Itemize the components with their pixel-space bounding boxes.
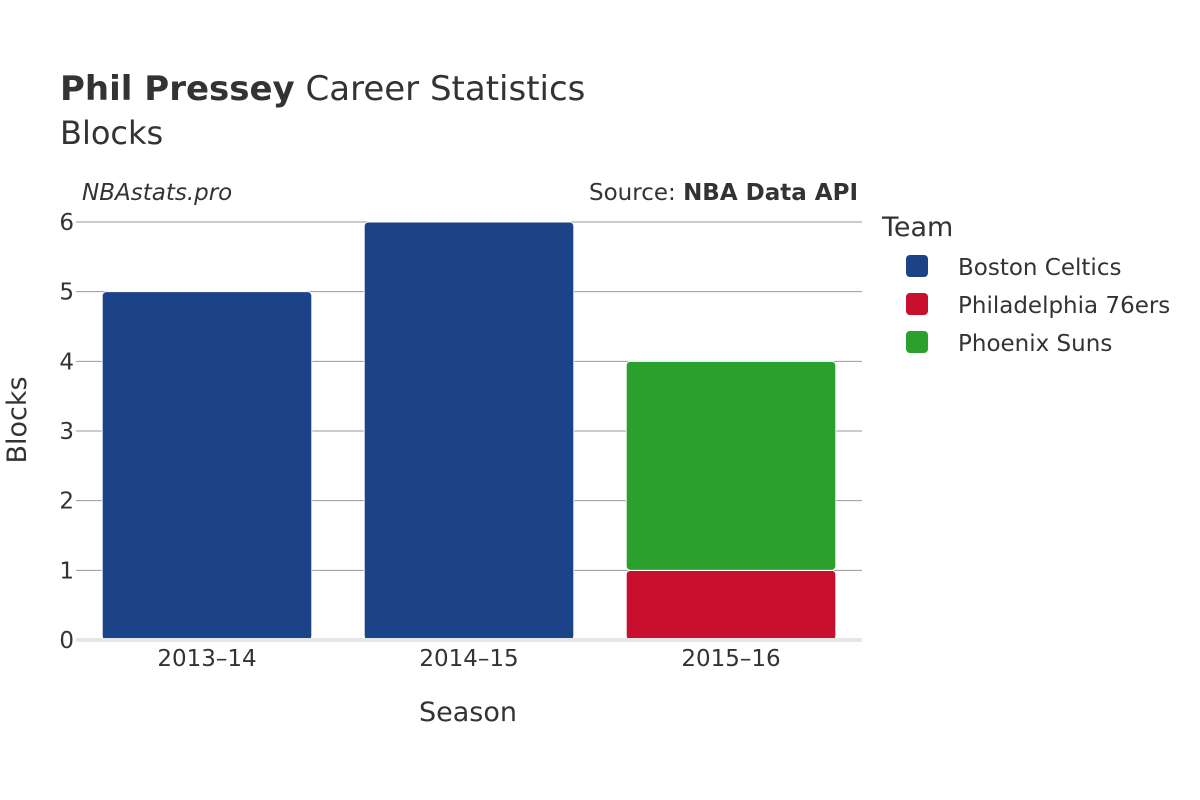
legend-swatch[interactable]	[906, 255, 928, 277]
y-tick-label: 0	[59, 628, 74, 654]
legend-item-label[interactable]: Boston Celtics	[958, 255, 1121, 281]
x-tick-label: 2013–14	[157, 646, 256, 672]
legend: Boston Celtics Philadelphia 76ers Phoenix …	[906, 255, 1170, 357]
y-tick-label: 4	[59, 349, 74, 375]
source-credit: Source: NBA Data API	[589, 180, 858, 206]
chart-title-player: Phil Pressey	[60, 69, 295, 109]
bar-philadelphia-76ers-2[interactable]	[625, 569, 837, 641]
source-prefix: Source:	[589, 180, 683, 206]
legend-swatch[interactable]	[906, 293, 928, 315]
y-tick-label: 5	[59, 280, 74, 306]
bar-phoenix-suns-2[interactable]	[625, 360, 837, 571]
chart-subtitle: Blocks	[60, 114, 163, 152]
legend-title: Team	[881, 212, 953, 243]
chart-title: Phil Pressey Career Statistics	[60, 69, 585, 109]
site-credit: NBAstats.pro	[82, 180, 232, 206]
x-tick-label: 2015–16	[681, 646, 780, 672]
x-tick-label: 2014–15	[419, 646, 518, 672]
y-tick-label: 1	[59, 558, 74, 584]
bars	[101, 221, 837, 641]
chart-title-rest: Career Statistics	[295, 69, 586, 109]
bar-boston-celtics-0[interactable]	[101, 291, 313, 641]
legend-item-label[interactable]: Philadelphia 76ers	[958, 293, 1170, 319]
legend-swatch[interactable]	[906, 331, 928, 353]
y-tick-label: 6	[59, 210, 74, 236]
x-axis-title: Season	[419, 697, 517, 728]
legend-item-label[interactable]: Phoenix Suns	[958, 331, 1112, 357]
bar-boston-celtics-1[interactable]	[363, 221, 575, 641]
x-axis-baseline	[76, 638, 862, 642]
y-tick-labels: 0 1 2 3 4 5 6	[59, 210, 74, 654]
x-tick-labels: 2013–14 2014–15 2015–16	[157, 646, 780, 672]
source-name: NBA Data API	[683, 180, 858, 206]
y-tick-label: 3	[59, 419, 74, 445]
y-axis-title: Blocks	[2, 376, 33, 463]
y-tick-label: 2	[59, 489, 74, 515]
